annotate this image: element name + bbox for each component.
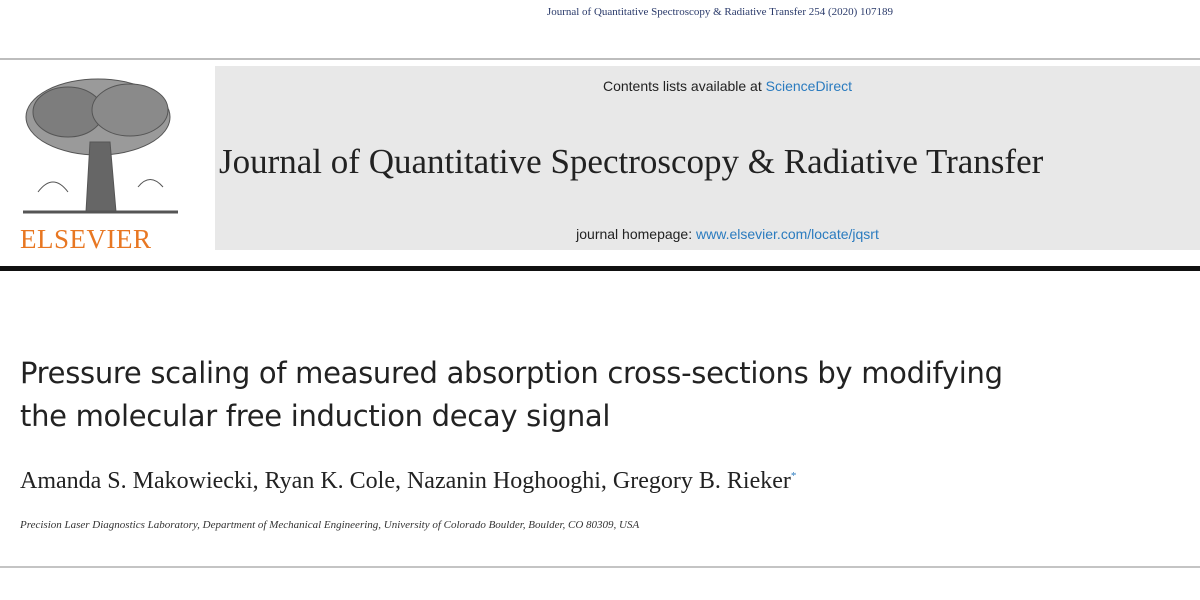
corresponding-mark[interactable]: * [790,470,797,482]
journal-banner: Contents lists available at ScienceDirec… [215,66,1200,250]
author-list: Amanda S. Makowiecki, Ryan K. Cole, Naza… [20,468,791,494]
article-title: the molecular free induction decay signa… [20,399,611,433]
authors: Amanda S. Makowiecki, Ryan K. Cole, Naza… [20,468,796,495]
top-rule [0,58,1200,60]
running-header: Journal of Quantitative Spectroscopy & R… [546,6,894,18]
sciencedirect-link[interactable]: ScienceDirect [765,78,853,94]
journal-title: Journal of Quantitative Spectroscopy & R… [219,142,1044,181]
article-title: Pressure scaling of measured absorption … [20,356,1003,390]
homepage-prefix: journal homepage: [576,226,693,242]
banner-rule [0,266,1200,271]
affiliation: Precision Laser Diagnostics Laboratory, … [20,519,640,531]
contents-prefix: Contents lists available at [602,78,762,94]
contents-line: Contents lists available at ScienceDirec… [215,78,1200,94]
bottom-rule [0,566,1200,568]
publisher-name: ELSEVIER [20,224,152,254]
homepage-line: journal homepage: www.elsevier.com/locat… [215,226,1200,242]
homepage-link[interactable]: www.elsevier.com/locate/jqsrt [696,226,879,242]
publisher-logo [23,78,178,214]
